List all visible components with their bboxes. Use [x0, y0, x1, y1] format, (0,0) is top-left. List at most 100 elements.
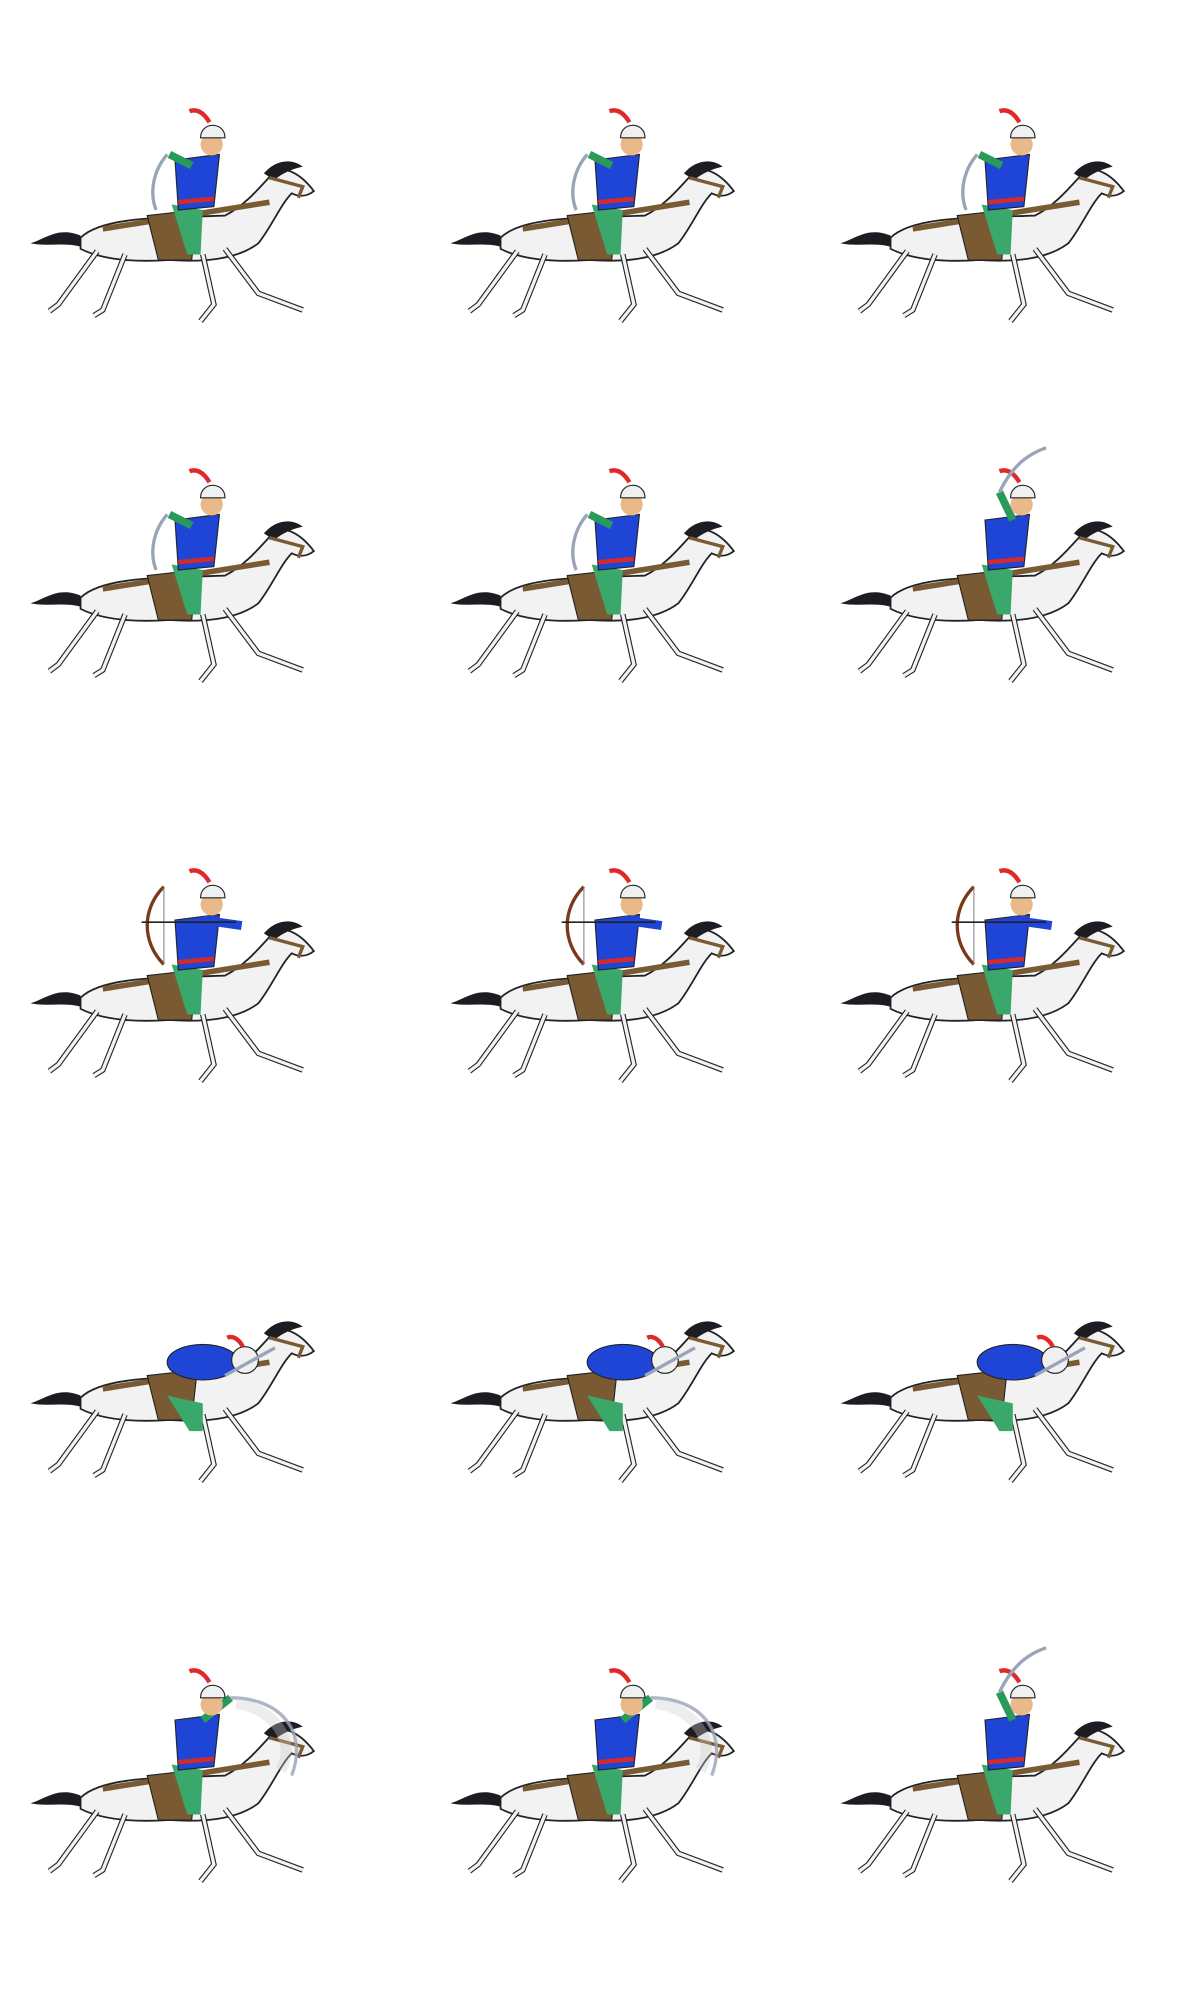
sword-blade [151, 513, 169, 571]
rider-arm [587, 510, 614, 530]
rider [961, 108, 1036, 255]
rider-trousers [981, 204, 1013, 255]
horse-mane [263, 161, 303, 180]
horse-bridle [689, 936, 726, 959]
rider [571, 468, 646, 615]
horse [30, 161, 316, 323]
rider-face [620, 893, 643, 916]
sword-blade [644, 1346, 696, 1378]
rider-turban [1009, 884, 1036, 899]
sword-blade [571, 153, 589, 211]
rider-turban [1009, 484, 1036, 499]
horse-bridle [689, 176, 726, 199]
horse-fore-leg-a [642, 1007, 724, 1073]
sprite-frame-lean-forward [25, 1220, 325, 1520]
sprite-frame-bow-draw [835, 820, 1135, 1120]
rider [171, 1668, 299, 1815]
sword-blade [1034, 1346, 1086, 1378]
sword-blade [230, 1696, 299, 1777]
rider-turban [1009, 124, 1036, 139]
rider-arm [167, 510, 194, 530]
rider-tunic [174, 513, 221, 571]
rider [561, 868, 663, 1015]
horse-tail [450, 1392, 501, 1407]
rider [981, 1646, 1047, 1815]
rider-plume [188, 108, 212, 124]
horse-bridle [689, 536, 726, 559]
rider-plume [998, 468, 1022, 484]
horse-fore-leg-a [642, 1807, 724, 1873]
sprite-frame-bow-draw [25, 820, 325, 1120]
horse-bridle [269, 536, 306, 559]
rider-plume [646, 1334, 665, 1348]
horse-tail [450, 232, 501, 247]
rider-sash [178, 956, 215, 965]
rider-arm [995, 1690, 1017, 1722]
horse-bridle [1079, 1336, 1116, 1359]
horse-bridle [1079, 1736, 1116, 1759]
horse-fore-leg-a [222, 607, 304, 673]
rider-face [200, 1693, 223, 1716]
rider-face [200, 493, 223, 516]
horse-fore-leg-a [642, 247, 724, 313]
rider-turban [619, 124, 646, 139]
sprite-frame-lean-forward [445, 1220, 745, 1520]
rider-plume [188, 868, 212, 884]
rider-sash [178, 196, 215, 205]
sprite-frame-art [30, 868, 316, 1083]
sprite-frame-sword-rear [25, 420, 325, 720]
sprite-frame-art [450, 1321, 736, 1483]
rider-tunic [594, 153, 641, 211]
horse [450, 921, 736, 1083]
horse-mane [1073, 1321, 1113, 1340]
rider [151, 108, 226, 255]
horse-fore-leg-a [1032, 1407, 1114, 1473]
rider-face [620, 493, 643, 516]
rider [591, 1668, 719, 1815]
rider-plume [998, 1668, 1022, 1684]
rider-plume [998, 868, 1022, 884]
rider-trousers [981, 1764, 1013, 1815]
sprite-frame-art [30, 1321, 316, 1483]
rider [586, 1334, 696, 1432]
horse-tail [450, 992, 501, 1007]
horse-mane [683, 921, 723, 940]
rider-tunic [174, 153, 221, 211]
horse-tail [450, 1792, 501, 1807]
rider-face [200, 133, 223, 156]
rider-turban [1009, 1684, 1036, 1699]
bow [565, 885, 586, 966]
sprite-frame-sword-raised-leap [835, 420, 1135, 720]
horse-tail [450, 592, 501, 607]
rider-turban [199, 124, 226, 139]
rider-trousers [981, 964, 1013, 1015]
rider-sash [598, 956, 635, 965]
rider [166, 1334, 276, 1432]
rider-face [620, 133, 643, 156]
rider-trousers [167, 1395, 203, 1432]
rider-face [1010, 133, 1033, 156]
horse [30, 521, 316, 683]
horse [840, 921, 1126, 1083]
rider-sash [988, 1756, 1025, 1765]
horse-fore-leg-a [1032, 247, 1114, 313]
sprite-frame-art [840, 1646, 1126, 1883]
rider-face [200, 893, 223, 916]
rider-face [1010, 893, 1033, 916]
rider [571, 108, 646, 255]
sprite-frame-art [30, 468, 316, 683]
sprite-frame-sword-gallop [835, 60, 1135, 360]
horse-fore-leg-a [1032, 1807, 1114, 1873]
horse-mane [683, 1321, 723, 1340]
sword-blade [151, 153, 169, 211]
sword-blade [997, 446, 1047, 493]
rider-trousers [981, 564, 1013, 615]
horse-fore-leg-a [1032, 1007, 1114, 1073]
rider-sash [988, 956, 1025, 965]
rider-sash [598, 1756, 635, 1765]
rider-sash [178, 556, 215, 565]
horse-tail [840, 232, 891, 247]
rider-sash [988, 196, 1025, 205]
rider [151, 468, 226, 615]
rider-sash [988, 556, 1025, 565]
